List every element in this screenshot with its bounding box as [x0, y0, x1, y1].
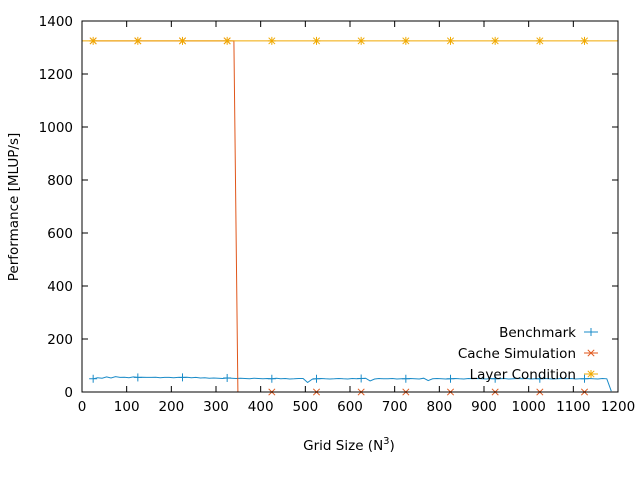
legend-marker-cache-simulation	[587, 349, 595, 357]
y-tick-label: 600	[47, 226, 73, 242]
x-axis-title: Grid Size (N3)	[303, 436, 395, 454]
layer-condition-point	[178, 36, 187, 45]
x-tick-label: 1200	[601, 399, 635, 415]
layer-condition-point	[312, 36, 321, 45]
x-tick-label: 800	[426, 399, 452, 415]
x-tick-label: 700	[382, 399, 408, 415]
x-tick-label: 900	[471, 399, 497, 415]
layer-condition-point	[223, 36, 232, 45]
x-axis-title-sup: 3	[383, 436, 389, 447]
x-tick-label: 400	[248, 399, 274, 415]
x-tick-label: 200	[158, 399, 184, 415]
layer-condition-point	[491, 36, 500, 45]
layer-condition-point	[133, 36, 142, 45]
y-tick-label: 400	[47, 279, 73, 295]
layer-condition-point	[357, 36, 366, 45]
x-axis-title-main: Grid Size (N	[303, 438, 383, 454]
benchmark-point	[535, 374, 544, 383]
legend-marker-layer-condition	[587, 370, 595, 378]
benchmark-point	[357, 374, 366, 383]
x-tick-label: 1000	[511, 399, 545, 415]
benchmark-point	[89, 374, 98, 383]
benchmark-point	[178, 373, 187, 382]
benchmark-point	[491, 374, 500, 383]
layer-condition-point	[401, 36, 410, 45]
x-axis-title-tail: )	[390, 438, 395, 454]
benchmark-point	[446, 374, 455, 383]
y-tick-label: 1400	[39, 14, 73, 30]
legend: Benchmark Cache Simulation Layer Condition	[458, 325, 598, 383]
benchmark-point	[401, 374, 410, 383]
benchmark-point	[312, 374, 321, 383]
layer-condition-point	[446, 36, 455, 45]
layer-condition-point	[89, 36, 98, 45]
benchmark-point	[267, 374, 276, 383]
layer-condition-point	[535, 36, 544, 45]
layer-condition-point	[580, 36, 589, 45]
series-layer	[82, 36, 618, 396]
legend-label-benchmark: Benchmark	[499, 325, 576, 341]
x-tick-label: 600	[337, 399, 363, 415]
y-tick-label: 200	[47, 332, 73, 348]
y-tick-label: 1200	[39, 67, 73, 83]
benchmark-point	[223, 373, 232, 382]
axis-layer: 0 100 200 300 400 500 600 700 800 900 1000 1100 1200…	[39, 14, 636, 415]
legend-marker-benchmark	[587, 328, 595, 336]
x-tick-label: 500	[292, 399, 318, 415]
x-tick-label: 0	[78, 399, 87, 415]
benchmark-point	[580, 374, 589, 383]
layer-condition-point	[267, 36, 276, 45]
y-tick-label: 800	[47, 173, 73, 189]
y-tick-label: 1000	[39, 120, 73, 136]
y-axis-title: Performance [MLUP/s]	[6, 133, 22, 281]
x-tick-label: 100	[114, 399, 140, 415]
x-tick-label: 300	[203, 399, 229, 415]
benchmark-point	[133, 373, 142, 382]
x-tick-label: 1100	[556, 399, 590, 415]
legend-label-cache-simulation: Cache Simulation	[458, 346, 576, 362]
legend-label-layer-condition: Layer Condition	[470, 367, 576, 383]
y-tick-label: 0	[64, 385, 73, 401]
